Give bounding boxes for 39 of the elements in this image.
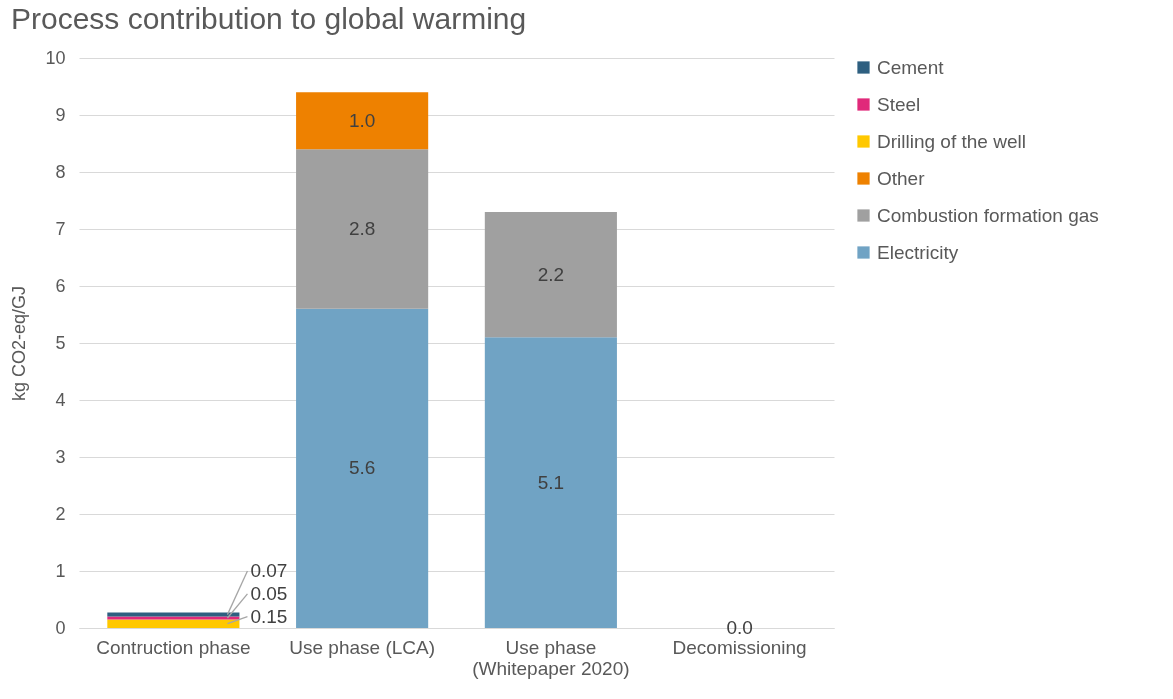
legend-label: Combustion formation gas [877, 204, 1099, 226]
data-label: 2.8 [348, 218, 376, 239]
data-label: 5.6 [348, 457, 376, 479]
legend-label: Steel [877, 93, 921, 115]
bar [484, 337, 617, 628]
y-tick-label: 3 [55, 446, 66, 467]
y-tick-label: 1 [55, 560, 66, 581]
data-label: 0.05 [250, 582, 288, 604]
data-label: 0.15 [250, 605, 288, 627]
bar [107, 619, 240, 628]
bar [296, 308, 429, 628]
x-tick-label: Use phase (LCA) [289, 636, 435, 658]
bar [484, 211, 617, 338]
y-tick-label: 2 [55, 503, 66, 524]
bar [107, 612, 240, 617]
bar [296, 92, 429, 150]
y-tick-label: 7 [55, 218, 66, 239]
y-tick-label: 0 [55, 617, 66, 638]
y-tick-label: 9 [55, 104, 66, 125]
data-label: 1.0 [348, 109, 376, 131]
legend-label: Other [877, 167, 926, 189]
y-tick-label: 8 [55, 161, 66, 182]
data-label: 0.07 [250, 560, 288, 581]
data-label: 0.0 [726, 617, 753, 638]
legend-label: Cement [877, 56, 945, 78]
y-axis-title: kg CO2-eq/GJ [9, 285, 30, 402]
chart-title: Process contribution to global warming [10, 2, 527, 35]
data-label: 5.1 [537, 471, 565, 493]
y-tick-label: 5 [55, 332, 66, 353]
x-tick-label: Decomissioning [672, 636, 807, 658]
y-tick-label: 6 [55, 275, 66, 296]
bar [296, 149, 429, 309]
legend-label: Electricity [877, 241, 959, 263]
y-tick-label: 10 [45, 47, 66, 68]
x-tick-label: Contruction phase [96, 636, 251, 658]
legend-label: Drilling of the well [877, 130, 1026, 152]
y-tick-label: 4 [55, 389, 66, 410]
data-label: 2.2 [537, 263, 565, 285]
x-tick-label: Use phase (Whitepaper 2020) [472, 636, 630, 679]
